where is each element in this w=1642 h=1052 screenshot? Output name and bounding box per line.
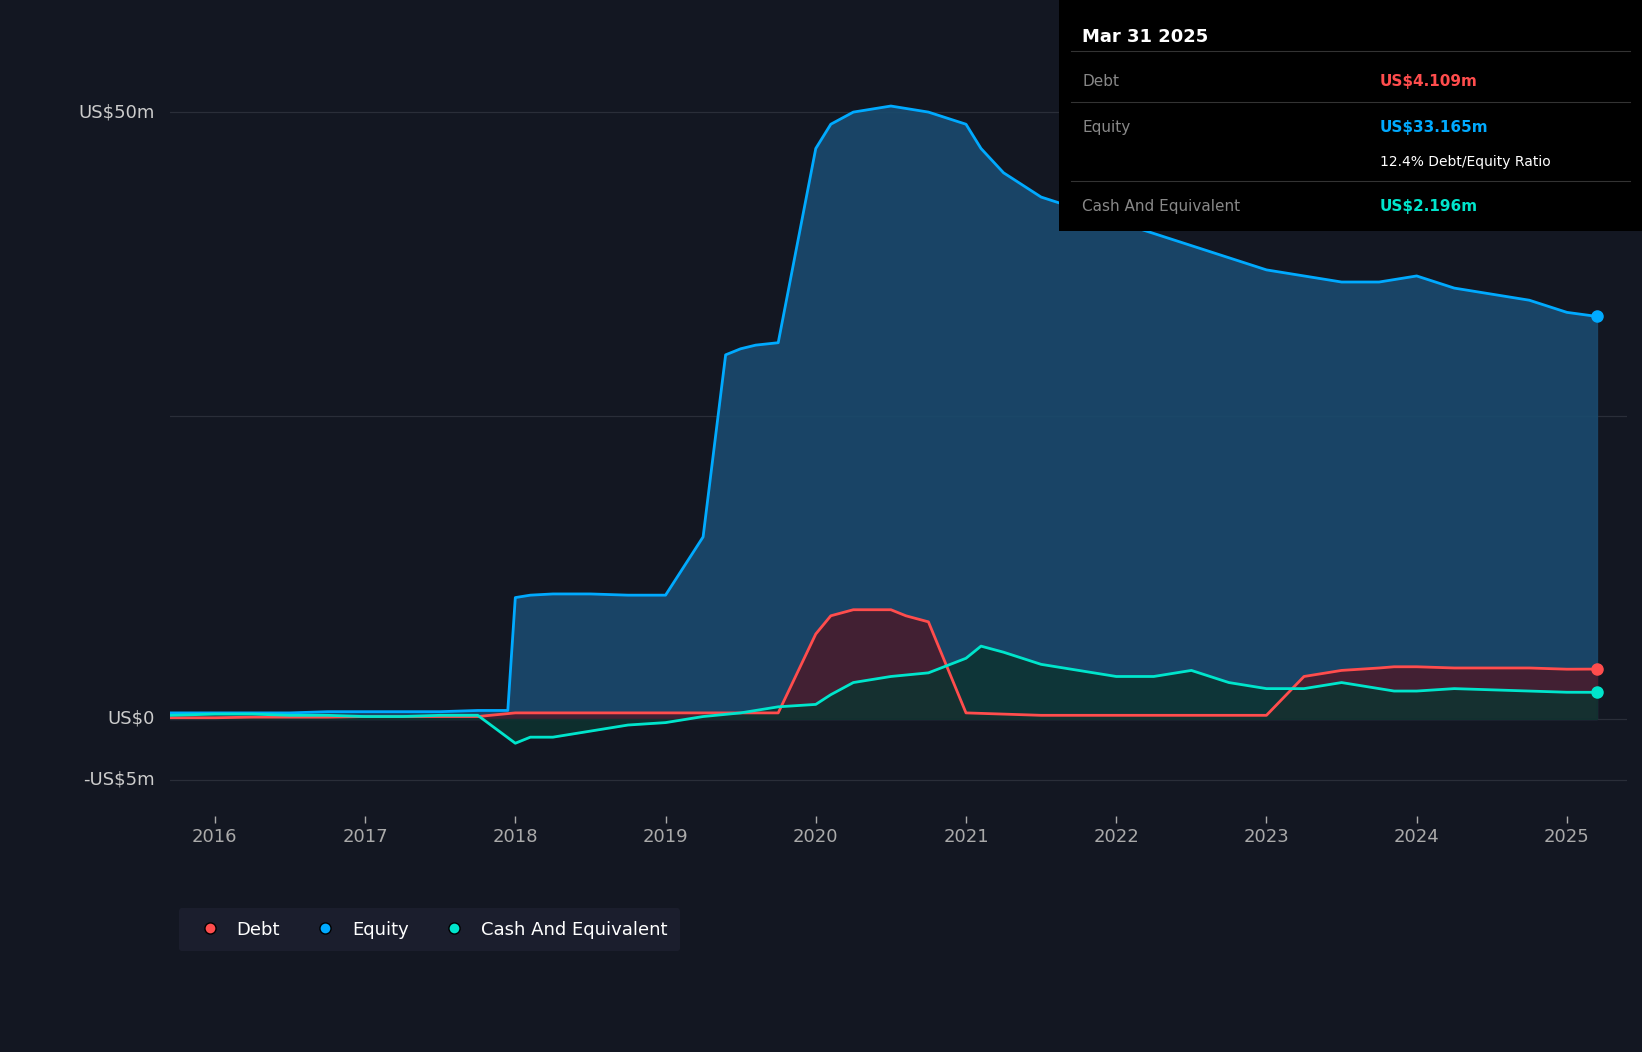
Text: Cash And Equivalent: Cash And Equivalent — [1082, 199, 1241, 214]
Text: US$2.196m: US$2.196m — [1379, 199, 1478, 214]
Text: US$4.109m: US$4.109m — [1379, 74, 1478, 89]
Text: 12.4% Debt/Equity Ratio: 12.4% Debt/Equity Ratio — [1379, 155, 1550, 169]
Text: US$33.165m: US$33.165m — [1379, 120, 1488, 136]
Text: US$50m: US$50m — [79, 103, 156, 121]
Text: US$0: US$0 — [108, 710, 156, 728]
Text: -US$5m: -US$5m — [84, 771, 156, 789]
Text: Mar 31 2025: Mar 31 2025 — [1082, 27, 1209, 46]
Legend: Debt, Equity, Cash And Equivalent: Debt, Equity, Cash And Equivalent — [179, 908, 680, 951]
Text: Debt: Debt — [1082, 74, 1120, 89]
Text: Equity: Equity — [1082, 120, 1131, 136]
